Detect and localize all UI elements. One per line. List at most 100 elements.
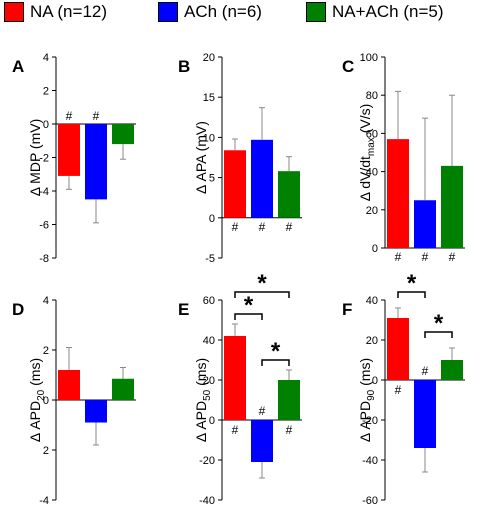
y-tick-label: 20: [203, 375, 215, 387]
y-tick-label: -4: [39, 495, 49, 507]
panel-d: D 4 2 0 2 -4 Δ APD20 (ms): [12, 295, 136, 507]
bar-na: [58, 370, 80, 400]
y-tick-label: 2: [43, 345, 49, 357]
bar-ach: [414, 200, 436, 248]
bar-ach: [85, 124, 107, 200]
significance-star: *: [434, 310, 444, 337]
significance-marker: #: [259, 220, 266, 234]
y-tick-label: 2: [43, 86, 49, 98]
panel-letter: A: [12, 57, 24, 76]
bar-na: [387, 139, 409, 248]
significance-bracket: [234, 291, 290, 298]
significance-star: *: [244, 292, 254, 319]
y-tick-label: 60: [203, 295, 215, 307]
y-axis-label: Δ APD20 (ms): [27, 358, 47, 442]
y-tick-label: 4: [43, 295, 49, 307]
legend-item-ach: ACh (n=6): [158, 2, 262, 22]
significance-marker: #: [449, 250, 456, 264]
y-tick-label: -40: [199, 495, 215, 507]
legend-label-na-ach: NA+ACh (n=5): [332, 2, 444, 21]
y-tick-label: 20: [203, 52, 215, 64]
bar-na-ach: [112, 124, 134, 145]
legend-label-na: NA (n=12): [30, 2, 108, 21]
y-tick-label: -6: [39, 220, 49, 232]
bar-na-ach: [112, 378, 134, 400]
bar-ach: [85, 400, 107, 423]
bar-ach: [414, 380, 436, 448]
bar-na-ach: [278, 171, 300, 218]
bar-na: [224, 336, 246, 420]
panel-a: A 4 2 0 -2 -4 -6 -8 Δ MDP (mV) # #: [12, 52, 136, 265]
bar-na: [58, 124, 80, 176]
significance-marker: #: [232, 220, 239, 234]
y-tick-label: 0: [43, 395, 49, 407]
y-tick-label: 0: [209, 415, 215, 427]
y-axis-label: Δ MDP (mV): [27, 119, 43, 197]
bar-ach: [251, 420, 273, 462]
significance-marker: #: [395, 250, 402, 264]
y-tick-label: 2: [43, 445, 49, 457]
y-tick-label: 40: [203, 335, 215, 347]
significance-star: *: [257, 270, 267, 297]
panel-c: C 100 80 60 40 20 0 Δ dV/dtmax (V/s) # # #: [342, 52, 465, 264]
y-tick-label: -20: [362, 415, 378, 427]
significance-star: *: [407, 270, 417, 297]
bar-na: [387, 318, 409, 380]
y-tick-label: 60: [366, 128, 378, 140]
legend-item-na: NA (n=12): [4, 2, 107, 22]
y-tick-label: 40: [366, 295, 378, 307]
y-tick-label: -20: [199, 455, 215, 467]
significance-marker: #: [286, 220, 293, 234]
significance-bracket: [397, 291, 426, 298]
significance-bracket: [234, 313, 263, 320]
y-tick-label: -8: [39, 253, 49, 265]
y-tick-label: -2: [39, 153, 49, 165]
legend-swatch-na-ach: [306, 2, 326, 22]
y-tick-label: 5: [209, 173, 215, 185]
y-axis-label: Δ APD90 (ms): [357, 358, 377, 442]
panel-b: B 20 15 10 5 0 -5 Δ APA (mV) # # #: [178, 52, 302, 265]
chart-legend: NA (n=12) ACh (n=6) NA+ACh (n=5): [0, 0, 490, 28]
legend-swatch-ach: [158, 2, 178, 22]
panel-letter: E: [178, 300, 189, 319]
bar-na-ach: [441, 165, 463, 248]
legend-item-na-ach: NA+ACh (n=5): [306, 2, 444, 22]
y-tick-label: 20: [366, 205, 378, 217]
significance-bracket: [424, 331, 453, 338]
y-tick-label: 0: [209, 213, 215, 225]
significance-marker: #: [286, 423, 293, 437]
panel-letter: D: [12, 300, 24, 319]
y-tick-label: 15: [203, 92, 215, 104]
y-tick-label: 40: [366, 167, 378, 179]
legend-swatch-na: [4, 2, 24, 22]
panel-f: F 40 20 0 -20 -40 -60 Δ APD90 (ms) # # * *: [342, 270, 465, 507]
y-tick-label: 4: [43, 52, 49, 64]
y-axis-label: Δ APD50 (ms): [193, 358, 213, 442]
significance-marker: #: [232, 423, 239, 437]
significance-marker: #: [93, 109, 100, 123]
significance-marker: #: [66, 109, 73, 123]
panel-letter: B: [178, 57, 190, 76]
bar-na-ach: [441, 360, 463, 380]
panel-letter: C: [342, 57, 354, 76]
bar-na: [224, 150, 246, 218]
significance-star: *: [271, 338, 281, 365]
y-axis-label: Δ APA (mV): [193, 121, 209, 194]
legend-label-ach: ACh (n=6): [184, 2, 262, 21]
bar-ach: [251, 139, 273, 218]
y-tick-label: 10: [203, 132, 215, 144]
significance-marker: #: [395, 383, 402, 397]
significance-marker: #: [422, 364, 429, 378]
significance-marker: #: [422, 250, 429, 264]
y-tick-label: 20: [366, 335, 378, 347]
y-axis-label: Δ dV/dtmax (V/s): [357, 104, 377, 202]
y-tick-label: 0: [372, 375, 378, 387]
y-tick-label: -40: [362, 455, 378, 467]
significance-marker: #: [259, 404, 266, 418]
y-tick-label: 100: [360, 52, 378, 64]
panel-letter: F: [342, 300, 352, 319]
bar-na-ach: [278, 380, 300, 420]
significance-bracket: [261, 359, 290, 366]
